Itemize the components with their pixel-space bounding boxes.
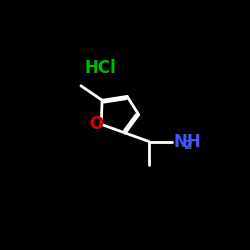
Text: 2: 2 xyxy=(184,140,193,152)
Text: HCl: HCl xyxy=(84,58,116,76)
Text: NH: NH xyxy=(173,133,201,151)
Text: O: O xyxy=(89,115,103,133)
